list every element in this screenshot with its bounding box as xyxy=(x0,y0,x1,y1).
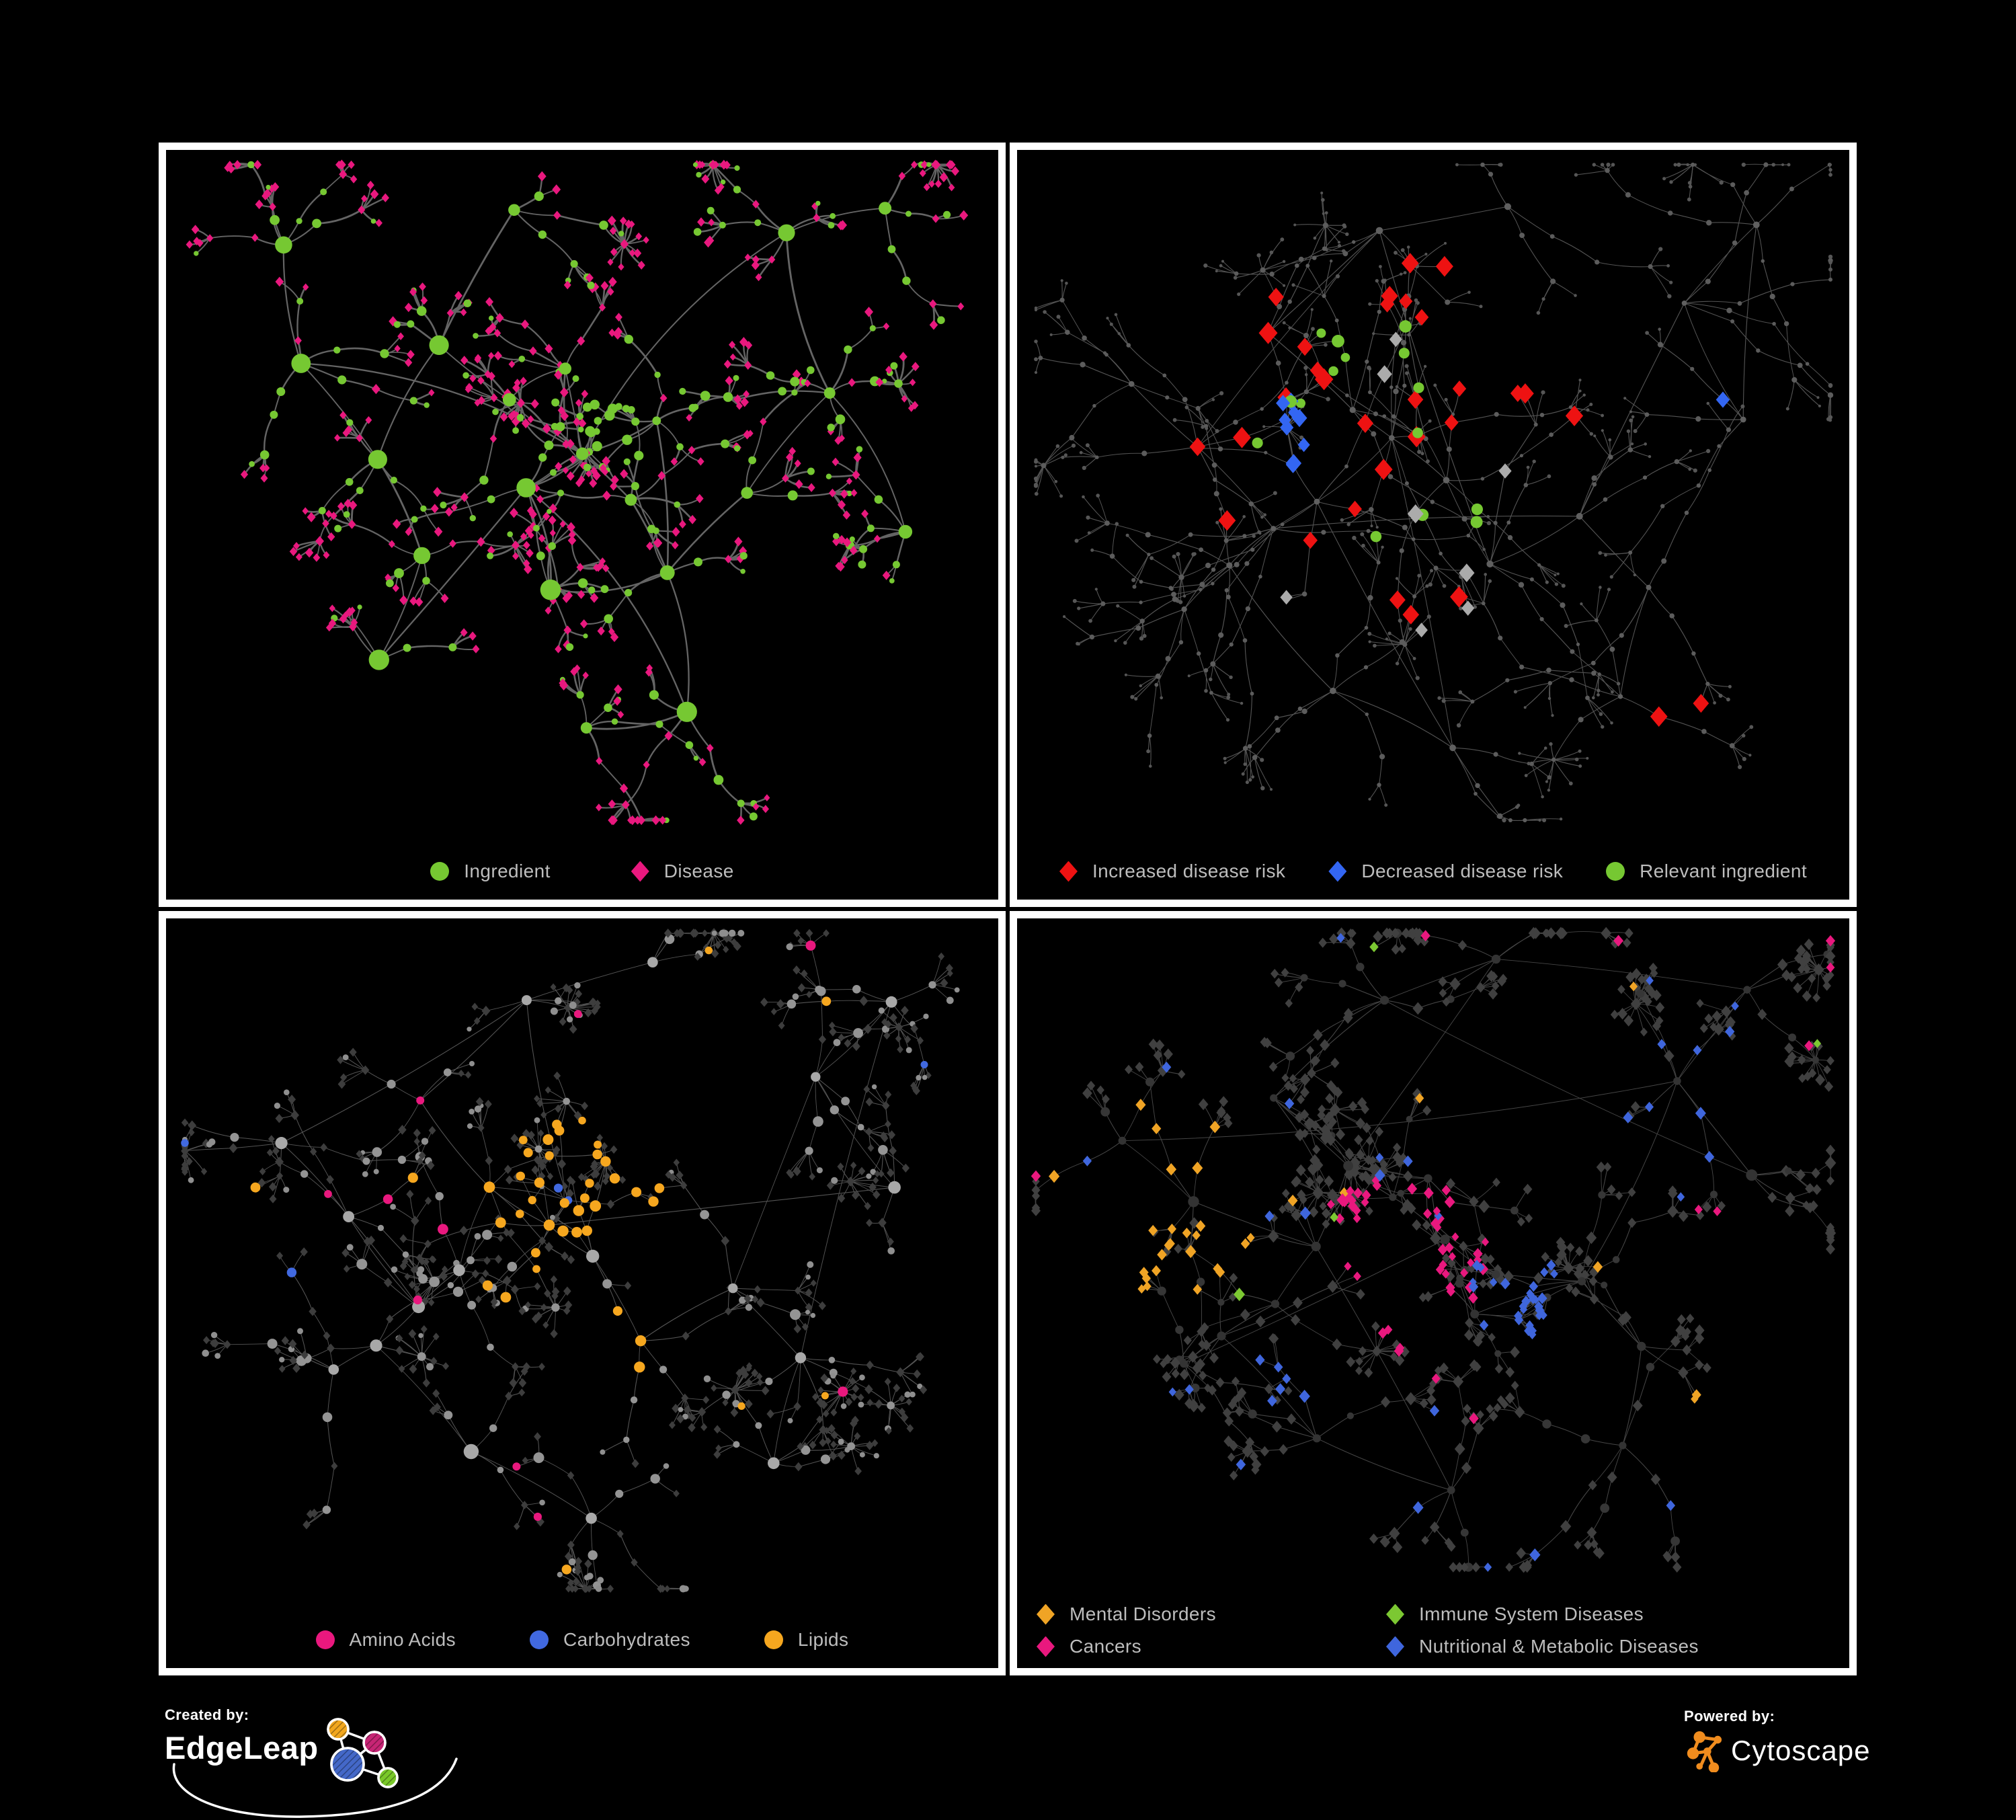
powered-by-label: Powered by: xyxy=(1684,1708,1775,1725)
panels-grid: Ingredient Disease Increased disease risk… xyxy=(159,143,1857,1675)
diamond-marker-icon xyxy=(1037,1604,1055,1625)
disease-categories-legend: Mental Disorders Immune System Diseases Ca… xyxy=(1017,1604,1849,1657)
diamond-marker-icon xyxy=(631,861,649,882)
ingredient-disease-legend: Ingredient Disease xyxy=(166,861,998,882)
cytoscape-logo-text: Cytoscape xyxy=(1731,1735,1871,1766)
circle-marker-icon xyxy=(1606,862,1625,881)
edgeleap-mark-edges xyxy=(337,1728,389,1779)
panel-disease-risk: Increased disease risk Decreased disease … xyxy=(1010,143,1857,907)
panel-disease-categories: Mental Disorders Immune System Diseases Ca… xyxy=(1010,911,1857,1675)
legend-label: Amino Acids xyxy=(349,1629,456,1650)
disease-risk-network xyxy=(1033,162,1834,823)
panel-nutrient-classes: Amino Acids Carbohydrates Lipids xyxy=(159,911,1006,1675)
diamond-marker-icon xyxy=(1037,1636,1055,1657)
legend-item-immune-system-diseases: Immune System Diseases xyxy=(1386,1604,1830,1625)
edgeleap-mark-nodes xyxy=(327,1718,399,1788)
diamond-marker-icon xyxy=(1386,1636,1404,1657)
edgeleap-credit: Created by: EdgeLeap xyxy=(165,1706,487,1820)
legend-item-ingredient: Ingredient xyxy=(430,861,551,882)
legend-label: Cancers xyxy=(1070,1636,1142,1657)
circle-marker-icon xyxy=(764,1630,783,1649)
legend-label: Carbohydrates xyxy=(563,1629,690,1650)
legend-item-carbohydrates: Carbohydrates xyxy=(530,1629,690,1651)
cytoscape-logo-icon xyxy=(1687,1731,1722,1772)
panel-ingredient-disease: Ingredient Disease xyxy=(159,143,1006,907)
diamond-marker-icon xyxy=(1386,1604,1404,1625)
cytoscape-credit: Powered by: xyxy=(1684,1708,1870,1772)
created-by-label: Created by: xyxy=(165,1706,249,1723)
legend-label: Immune System Diseases xyxy=(1419,1604,1644,1624)
edgeleap-logo-text: EdgeLeap xyxy=(165,1730,319,1766)
legend-label: Lipids xyxy=(797,1629,849,1650)
legend-label: Disease xyxy=(663,861,734,881)
nutrient-classes-legend: Amino Acids Carbohydrates Lipids xyxy=(166,1629,998,1651)
legend-label: Decreased disease risk xyxy=(1361,861,1564,881)
legend-item-increased-disease-risk: Increased disease risk xyxy=(1059,861,1285,882)
disease-risk-legend: Increased disease risk Decreased disease … xyxy=(1017,861,1849,882)
legend-item-lipids: Lipids xyxy=(764,1629,849,1651)
legend-item-mental-disorders: Mental Disorders xyxy=(1037,1604,1353,1625)
diamond-marker-icon xyxy=(1059,861,1078,882)
disease-categories-network xyxy=(1031,926,1837,1573)
legend-label: Increased disease risk xyxy=(1092,861,1286,881)
circle-marker-icon xyxy=(430,862,450,881)
legend-item-disease: Disease xyxy=(631,861,734,882)
legend-label: Mental Disorders xyxy=(1070,1604,1217,1624)
legend-label: Ingredient xyxy=(464,861,551,881)
ingredient-disease-network xyxy=(186,159,969,826)
legend-label: Nutritional & Metabolic Diseases xyxy=(1419,1636,1699,1657)
legend-item-decreased-disease-risk: Decreased disease risk xyxy=(1328,861,1563,882)
circle-marker-icon xyxy=(530,1630,549,1649)
diamond-marker-icon xyxy=(1328,861,1347,882)
legend-item-relevant-ingredient: Relevant ingredient xyxy=(1606,861,1807,882)
edgeleap-swoosh xyxy=(172,1757,458,1818)
legend-item-nutritional-metabolic-diseases: Nutritional & Metabolic Diseases xyxy=(1386,1636,1830,1657)
nutrient-classes-network xyxy=(181,928,960,1593)
legend-item-amino-acids: Amino Acids xyxy=(315,1629,456,1651)
legend-label: Relevant ingredient xyxy=(1640,861,1808,881)
legend-item-cancers: Cancers xyxy=(1037,1636,1353,1657)
circle-marker-icon xyxy=(315,1630,335,1649)
